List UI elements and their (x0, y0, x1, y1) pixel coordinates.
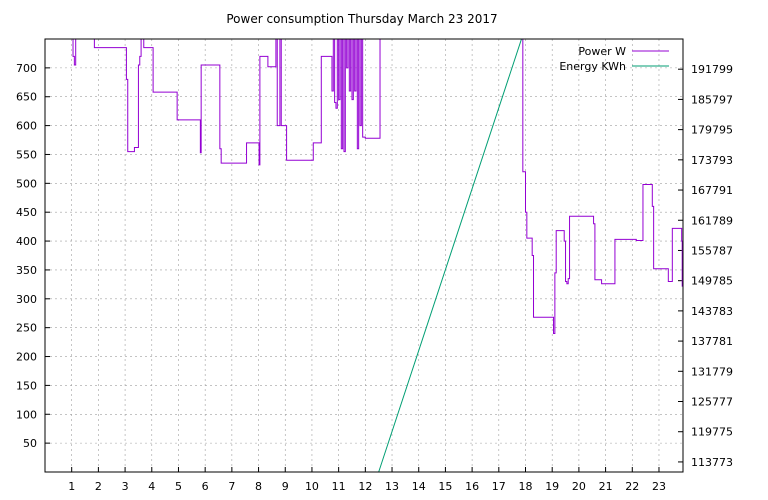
x-tick-label: 20 (572, 480, 586, 493)
y-tick-label: 600 (16, 120, 37, 133)
y-tick-label: 550 (16, 148, 37, 161)
y2-tick-label: 125777 (691, 396, 733, 409)
x-tick-label: 22 (625, 480, 639, 493)
plot-frame (44, 38, 684, 473)
x-tick-label: 18 (519, 480, 533, 493)
y2-tick-label: 149785 (691, 275, 733, 288)
legend-label: Power W (578, 45, 626, 58)
y2-tick-label: 119775 (691, 426, 733, 439)
y-tick-label: 100 (16, 408, 37, 421)
x-tick-label: 6 (202, 480, 209, 493)
y-tick-label: 400 (16, 235, 37, 248)
y2-tick-label: 179795 (691, 124, 733, 137)
y-axis-right: 113773 119775 125777 131779 137781 143783 1497… (678, 63, 733, 469)
y-axis-left: 50 100 150 200 250 300 350 400 450 500 550 600 650 70… (16, 62, 50, 450)
y-tick-label: 500 (16, 177, 37, 190)
y-tick-label: 700 (16, 62, 37, 75)
y-tick-label: 650 (16, 91, 37, 104)
y2-tick-label: 131779 (691, 365, 733, 378)
x-axis: 1 2 3 4 5 6 7 8 9 10 11 12 13 14 15 16 17 18 19 20 21 22 23 (68, 467, 666, 493)
x-tick-label: 13 (385, 480, 399, 493)
y-tick-label: 150 (16, 379, 37, 392)
x-tick-label: 11 (332, 480, 346, 493)
x-tick-label: 12 (358, 480, 372, 493)
x-tick-label: 9 (282, 480, 289, 493)
y2-tick-label: 185797 (691, 93, 733, 106)
x-tick-label: 3 (122, 480, 129, 493)
y2-tick-label: 113773 (691, 456, 733, 469)
x-tick-label: 5 (175, 480, 182, 493)
x-tick-label: 8 (255, 480, 262, 493)
y-tick-label: 300 (16, 293, 37, 306)
legend: Power W Energy KWh (559, 45, 669, 73)
y2-tick-label: 161789 (691, 214, 733, 227)
x-tick-label: 16 (465, 480, 479, 493)
x-tick-label: 4 (148, 480, 155, 493)
y-tick-label: 200 (16, 351, 37, 364)
y-tick-label: 450 (16, 206, 37, 219)
series-line-energy (378, 39, 522, 472)
series (71, 39, 683, 472)
x-tick-label: 7 (228, 480, 235, 493)
x-tick-label: 21 (599, 480, 613, 493)
legend-label: Energy KWh (559, 60, 626, 73)
y-tick-label: 350 (16, 264, 37, 277)
x-tick-label: 14 (412, 480, 426, 493)
y2-tick-label: 167791 (691, 184, 733, 197)
y-tick-label: 250 (16, 322, 37, 335)
x-tick-label: 10 (305, 480, 319, 493)
y2-tick-label: 173793 (691, 154, 733, 167)
y2-tick-label: 191799 (691, 63, 733, 76)
y2-tick-label: 137781 (691, 335, 733, 348)
x-tick-label: 2 (95, 480, 102, 493)
x-tick-label: 15 (438, 480, 452, 493)
x-tick-label: 17 (492, 480, 506, 493)
y-tick-label: 50 (23, 437, 37, 450)
x-tick-label: 23 (652, 480, 666, 493)
chart-title: Power consumption Thursday March 23 2017 (226, 12, 497, 26)
y2-tick-label: 155787 (691, 244, 733, 257)
grid (45, 39, 683, 472)
y2-tick-label: 143783 (691, 305, 733, 318)
x-tick-label: 1 (68, 480, 75, 493)
x-tick-label: 19 (545, 480, 559, 493)
series-line-power (71, 39, 683, 334)
